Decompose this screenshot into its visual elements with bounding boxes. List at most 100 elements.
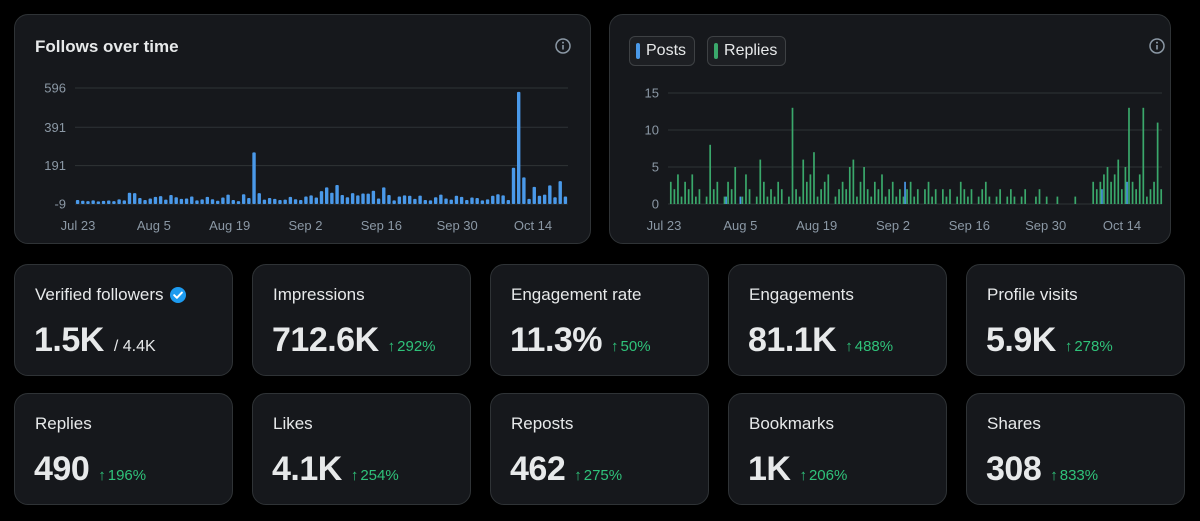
stat-label: Reposts [511, 414, 574, 433]
bar-replies [802, 159, 805, 204]
bar-replies [1142, 107, 1145, 204]
arrow-up-icon: ↑ [574, 467, 582, 484]
bar-replies [1110, 181, 1112, 204]
bar-follows [143, 199, 147, 204]
y-tick-label: 15 [645, 86, 659, 101]
bar-posts [739, 196, 742, 204]
bar-replies [934, 189, 937, 204]
bar-replies [777, 181, 780, 204]
bar-follows [267, 198, 272, 204]
bar-replies [841, 181, 844, 204]
x-tick-label: Aug 19 [796, 218, 837, 233]
info-icon[interactable] [1148, 37, 1166, 55]
bar-follows [91, 200, 95, 204]
bar-posts [1126, 181, 1128, 204]
stat-card-impressions[interactable]: Impressions 712.6K ↑ 292% [252, 264, 471, 376]
stat-change: ↑ 292% [388, 338, 436, 355]
bar-follows [158, 196, 163, 204]
bar-follows [319, 191, 324, 204]
bar-follows [179, 198, 184, 204]
bar-replies [870, 196, 873, 204]
bar-follows [81, 200, 85, 204]
stat-card-bookmarks[interactable]: Bookmarks 1K ↑ 206% [728, 393, 947, 505]
stat-label: Verified followers [35, 285, 164, 304]
bar-replies [694, 196, 697, 204]
bar-follows [470, 197, 474, 204]
bar-follows [101, 200, 106, 204]
bar-follows [107, 200, 111, 204]
info-icon[interactable] [554, 37, 572, 55]
bar-follows [340, 194, 344, 204]
bar-replies [730, 189, 733, 204]
bar-follows [428, 200, 433, 204]
stat-label: Engagements [749, 285, 854, 304]
bar-replies [1038, 189, 1041, 204]
bar-posts [725, 196, 727, 204]
stat-change: ↑ 833% [1050, 467, 1098, 484]
bar-replies [895, 196, 898, 204]
stat-card-likes[interactable]: Likes 4.1K ↑ 254% [252, 393, 471, 505]
y-tick-label: 5 [652, 160, 659, 175]
bar-replies [902, 196, 905, 204]
bar-follows [195, 200, 199, 204]
bar-posts [904, 181, 906, 204]
bar-replies [1010, 189, 1012, 204]
stat-card-shares[interactable]: Shares 308 ↑ 833% [966, 393, 1185, 505]
bar-replies [698, 189, 701, 204]
stat-change: ↑ 206% [799, 467, 847, 484]
bar-follows [309, 195, 313, 204]
bar-replies [967, 196, 969, 204]
bar-replies [852, 159, 855, 204]
bar-follows [423, 199, 427, 204]
bar-follows [433, 197, 438, 204]
bar-follows [542, 194, 547, 204]
bar-replies [1035, 196, 1037, 204]
x-tick-label: Sep 30 [1025, 218, 1066, 233]
bar-replies [1135, 189, 1138, 204]
stat-card-profile-visits[interactable]: Profile visits 5.9K ↑ 278% [966, 264, 1185, 376]
stat-card-engagements[interactable]: Engagements 81.1K ↑ 488% [728, 264, 947, 376]
replies-swatch [714, 43, 719, 59]
bar-follows [314, 197, 319, 204]
bar-follows [112, 201, 116, 204]
bar-follows [241, 194, 246, 204]
bar-replies [705, 196, 708, 204]
bar-follows [350, 193, 355, 204]
bar-follows [190, 196, 194, 204]
stat-value-row: 81.1K ↑ 488% [748, 321, 893, 360]
stat-value: 4.1K [272, 450, 342, 488]
y-tick-label: 596 [44, 81, 66, 96]
bar-follows [548, 185, 552, 204]
legend-posts[interactable]: Posts [629, 36, 696, 66]
stat-card-engagement-rate[interactable]: Engagement rate 11.3% ↑ 50% [490, 264, 709, 376]
bar-follows [480, 200, 485, 204]
arrow-up-icon: ↑ [611, 338, 619, 355]
stat-value: 5.9K [986, 321, 1056, 359]
bar-follows [563, 196, 568, 204]
stat-card-replies[interactable]: Replies 490 ↑ 196% [14, 393, 233, 505]
bar-replies [813, 152, 815, 204]
stat-label: Shares [987, 414, 1041, 433]
stat-value: 490 [34, 450, 90, 488]
stat-card-verified-followers[interactable]: Verified followers 1.5K / 4.4K [14, 264, 233, 376]
bar-replies [999, 189, 1001, 204]
bar-replies [1153, 181, 1155, 204]
stat-value: 308 [986, 450, 1042, 488]
bar-replies [863, 167, 865, 204]
bar-replies [1117, 159, 1120, 204]
bar-follows [501, 195, 505, 204]
arrow-up-icon: ↑ [350, 467, 359, 484]
bar-replies [766, 196, 769, 204]
stat-label: Bookmarks [749, 414, 835, 433]
bar-replies [859, 181, 862, 204]
stat-card-reposts[interactable]: Reposts 462 ↑ 275% [490, 393, 709, 505]
bar-replies [988, 196, 991, 204]
bar-replies [1020, 196, 1023, 204]
stat-value-row: 712.6K ↑ 292% [272, 321, 436, 360]
bar-replies [805, 181, 808, 204]
bar-replies [909, 181, 912, 204]
legend-replies-label: Replies [724, 42, 778, 59]
bar-follows [465, 199, 469, 204]
legend-replies[interactable]: Replies [707, 36, 787, 66]
stat-value: 1K [748, 450, 791, 488]
